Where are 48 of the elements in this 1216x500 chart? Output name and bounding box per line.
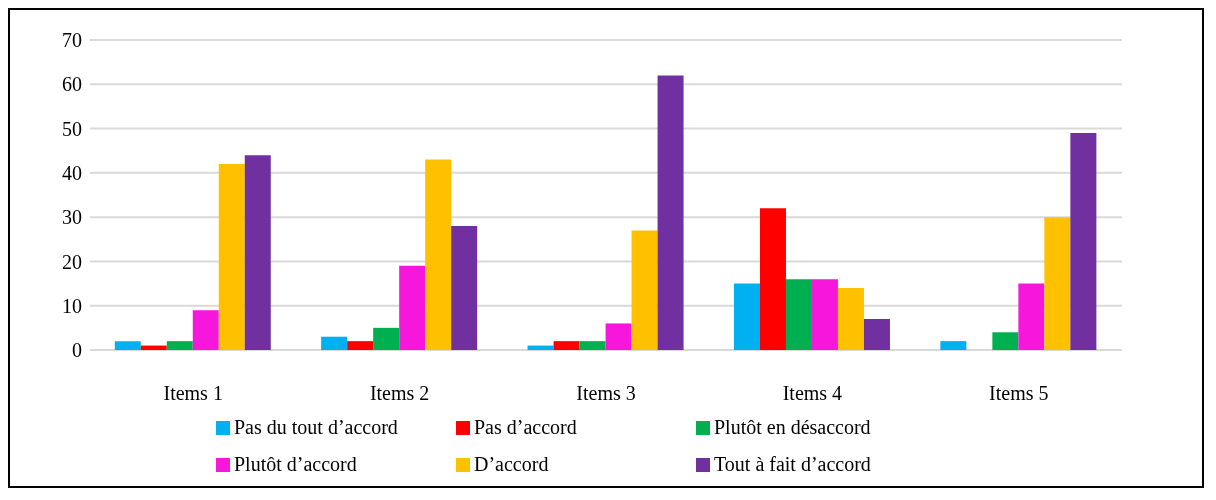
bar bbox=[940, 341, 967, 350]
bar bbox=[527, 345, 554, 350]
bar bbox=[811, 279, 838, 350]
bar bbox=[451, 226, 478, 350]
legend-label: Pas du tout d’accord bbox=[234, 416, 398, 439]
x-tick-label: Items 3 bbox=[576, 382, 636, 405]
bar bbox=[579, 341, 606, 350]
bar bbox=[192, 310, 219, 350]
legend-label: Plutôt d’accord bbox=[234, 453, 357, 476]
y-tick-label: 0 bbox=[72, 339, 82, 362]
bar bbox=[347, 341, 374, 350]
x-tick-label: Items 5 bbox=[989, 382, 1049, 405]
x-tick-label: Items 2 bbox=[369, 382, 430, 405]
y-tick-label: 60 bbox=[62, 73, 82, 96]
bar bbox=[166, 341, 193, 350]
y-tick-label: 70 bbox=[62, 29, 82, 52]
bar bbox=[863, 319, 890, 350]
bar bbox=[785, 279, 812, 350]
bar bbox=[399, 265, 426, 350]
bar bbox=[1044, 217, 1071, 350]
bar bbox=[244, 155, 271, 350]
bar bbox=[1070, 133, 1097, 350]
bar bbox=[657, 75, 684, 350]
y-tick-label: 10 bbox=[62, 294, 82, 317]
bar bbox=[553, 341, 580, 350]
bar bbox=[605, 323, 632, 350]
bar bbox=[321, 336, 348, 350]
y-tick-label: 20 bbox=[62, 250, 82, 273]
y-tick-label: 50 bbox=[62, 117, 82, 140]
bar bbox=[1018, 283, 1045, 350]
bar bbox=[218, 164, 245, 350]
legend-label: Plutôt en désaccord bbox=[714, 416, 871, 439]
bar bbox=[631, 230, 658, 350]
bar bbox=[373, 327, 400, 350]
bar bbox=[759, 208, 786, 350]
y-tick-label: 30 bbox=[62, 206, 82, 229]
bar bbox=[114, 341, 141, 350]
bar bbox=[733, 283, 760, 350]
x-tick-label: Items 1 bbox=[163, 382, 223, 405]
legend-label: Tout à fait d’accord bbox=[714, 453, 871, 476]
bar bbox=[140, 345, 167, 350]
bar bbox=[837, 288, 864, 350]
bar bbox=[425, 159, 452, 350]
legend-label: Pas d’accord bbox=[474, 416, 577, 439]
legend-label: D’accord bbox=[474, 453, 549, 476]
y-tick-label: 40 bbox=[62, 161, 82, 184]
bar bbox=[992, 332, 1019, 350]
x-tick-label: Items 4 bbox=[782, 382, 843, 405]
